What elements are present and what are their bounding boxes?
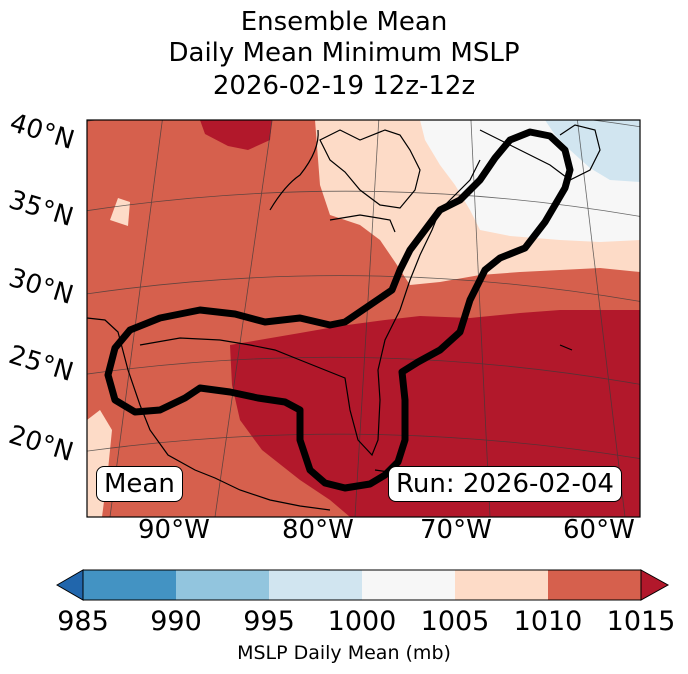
title-line-1: Ensemble Mean: [240, 7, 448, 37]
run-label-box: Run: 2026-02-04: [388, 466, 622, 502]
field-1005-1010-west: [87, 410, 112, 517]
colorbar-990-995: [176, 570, 269, 600]
lon-label-60: 60°W: [563, 515, 635, 545]
cb-tick-985: 985: [57, 606, 109, 637]
colorbar-under: [55, 569, 84, 601]
field-over-1015-south: [230, 310, 640, 517]
cb-tick-1000: 1000: [327, 606, 397, 637]
colorbar-label: MSLP Daily Mean (mb): [237, 642, 451, 664]
colorbar-1005-1010: [455, 570, 548, 600]
title-line-3: 2026-02-19 12z-12z: [212, 71, 476, 101]
map-frame: [86, 119, 641, 518]
colorbar-1010-1015: [548, 570, 641, 600]
mean-label-box: Mean: [96, 466, 183, 502]
contour-outline: [104, 128, 574, 492]
lon-label-80: 80°W: [282, 515, 354, 545]
cb-tick-1015: 1015: [606, 606, 676, 637]
cb-tick-1010: 1010: [513, 606, 583, 637]
field-995-1000: [545, 120, 640, 182]
colorbar-995-1000: [269, 570, 362, 600]
mslp-map: [86, 119, 641, 518]
cb-tick-1005: 1005: [420, 606, 490, 637]
title-line-2: Daily Mean Minimum MSLP: [168, 38, 520, 68]
colorbar-frame: [82, 569, 642, 601]
cb-tick-990: 990: [150, 606, 202, 637]
field-over-1015-north: [200, 120, 272, 150]
colorbar-over: [640, 569, 670, 601]
cb-tick-995: 995: [243, 606, 295, 637]
lon-label-90: 90°W: [138, 515, 210, 545]
lon-label-70: 70°W: [420, 515, 492, 545]
colorbar-1000-1005: [362, 570, 455, 600]
colorbar-985-990: [83, 570, 176, 600]
